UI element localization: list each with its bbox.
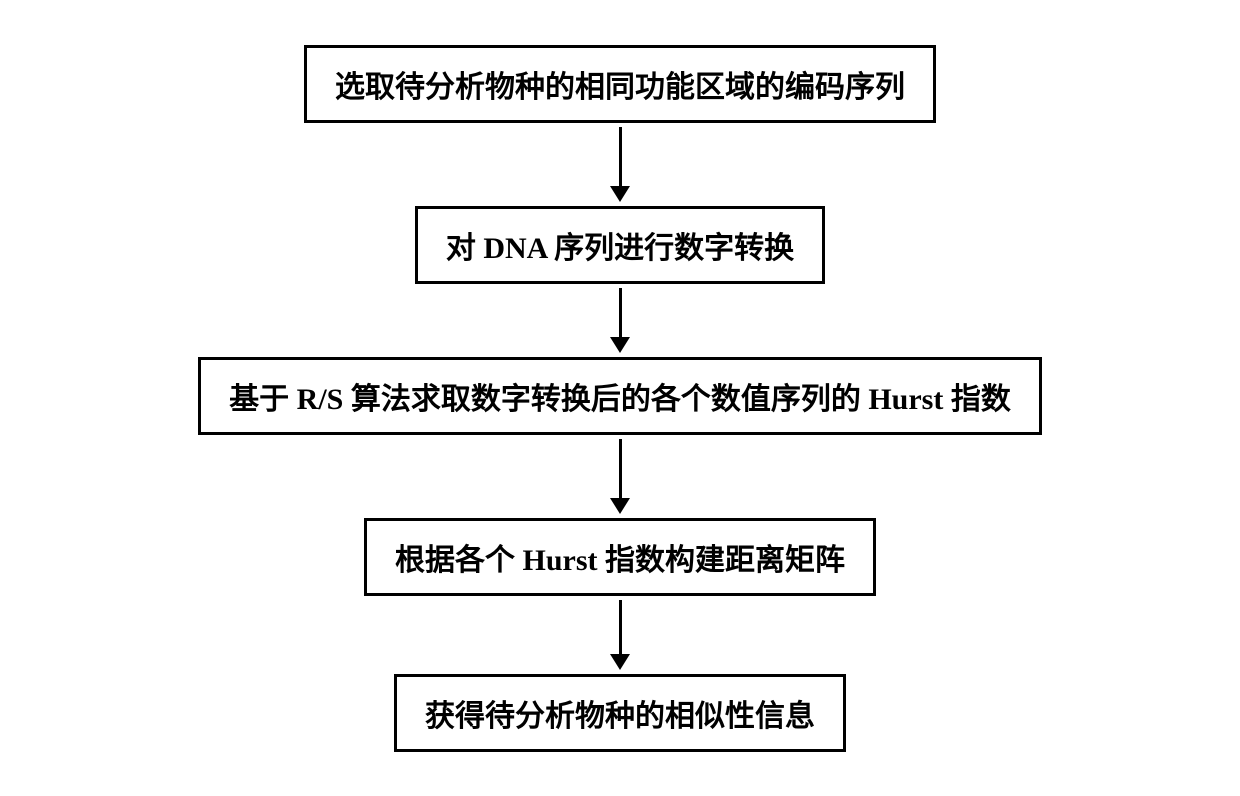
- arrow-2-head: [610, 337, 630, 353]
- arrow-2-shaft: [619, 288, 622, 338]
- arrow-4: [610, 600, 630, 670]
- arrow-3-shaft: [619, 439, 622, 499]
- flow-step-5-label: 获得待分析物种的相似性信息: [425, 700, 815, 733]
- flow-step-5: 获得待分析物种的相似性信息: [394, 674, 846, 752]
- arrow-1: [610, 127, 630, 202]
- arrow-3: [610, 439, 630, 514]
- arrow-3-head: [610, 498, 630, 514]
- flow-step-3: 基于 R/S 算法求取数字转换后的各个数值序列的 Hurst 指数: [198, 357, 1042, 435]
- arrow-4-head: [610, 654, 630, 670]
- arrow-1-shaft: [619, 127, 622, 187]
- arrow-2: [610, 288, 630, 353]
- flow-step-2-label: 对 DNA 序列进行数字转换: [446, 232, 794, 265]
- flow-step-1: 选取待分析物种的相同功能区域的编码序列: [304, 45, 936, 123]
- flow-step-2: 对 DNA 序列进行数字转换: [415, 206, 825, 284]
- flow-step-1-label: 选取待分析物种的相同功能区域的编码序列: [335, 71, 905, 104]
- arrow-4-shaft: [619, 600, 622, 655]
- flow-step-4-label: 根据各个 Hurst 指数构建距离矩阵: [395, 544, 845, 577]
- flowchart-container: 选取待分析物种的相同功能区域的编码序列 对 DNA 序列进行数字转换 基于 R/…: [0, 45, 1240, 752]
- flow-step-3-label: 基于 R/S 算法求取数字转换后的各个数值序列的 Hurst 指数: [229, 383, 1011, 416]
- flow-step-4: 根据各个 Hurst 指数构建距离矩阵: [364, 518, 876, 596]
- arrow-1-head: [610, 186, 630, 202]
